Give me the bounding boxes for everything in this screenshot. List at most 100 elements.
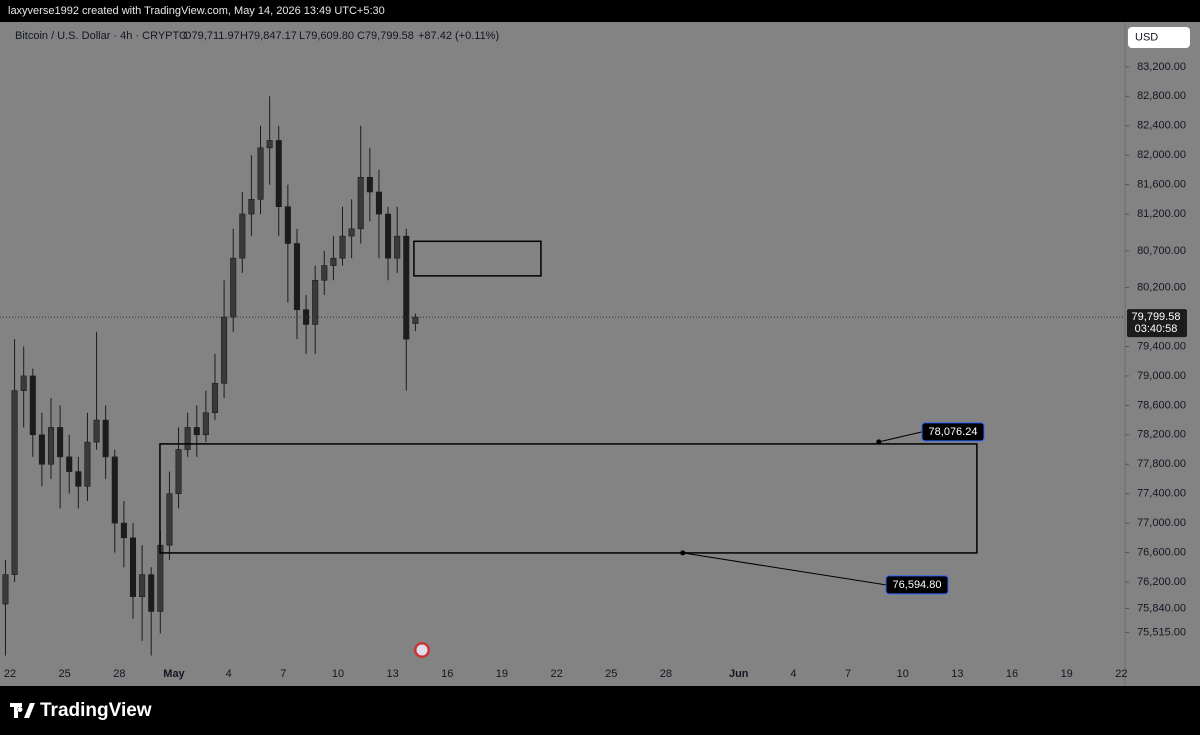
x-tick-label: 10: [897, 668, 909, 680]
candle-body: [29, 375, 36, 436]
y-tick-label: 75,515.00: [1137, 626, 1186, 638]
y-tick-label: 76,600.00: [1137, 546, 1186, 558]
countdown: 03:40:58: [1135, 323, 1178, 335]
x-tick-label: 13: [951, 668, 963, 680]
candle-body: [239, 213, 246, 259]
change: +87.42 (+0.11%): [418, 30, 499, 42]
x-tick-label: 22: [1115, 668, 1127, 680]
x-tick-label: 16: [1006, 668, 1018, 680]
x-tick-label: 4: [226, 668, 232, 680]
event-flag: [416, 644, 428, 656]
y-tick-label: 77,400.00: [1137, 488, 1186, 500]
callout-line: [682, 552, 887, 586]
price-tag: [885, 575, 949, 595]
candle-body: [66, 456, 73, 472]
x-tick-label: 7: [845, 668, 851, 680]
candle-body: [339, 235, 346, 259]
candle-body: [202, 412, 209, 436]
x-tick-label: 13: [386, 668, 398, 680]
y-tick-label: 82,800.00: [1137, 90, 1186, 102]
candle-body: [321, 265, 328, 281]
x-tick-label: 16: [441, 668, 453, 680]
x-tick-label: 19: [496, 668, 508, 680]
y-tick-label: 82,400.00: [1137, 120, 1186, 132]
y-tick-label: 81,200.00: [1137, 208, 1186, 220]
y-tick-label: 77,000.00: [1137, 517, 1186, 529]
currency-button[interactable]: [1128, 27, 1190, 48]
candle-body: [139, 574, 146, 597]
candle-body: [293, 243, 300, 311]
candle-body: [84, 441, 91, 487]
candle-body: [394, 235, 401, 259]
zone-box: [413, 240, 542, 277]
candle-body: [284, 206, 291, 244]
candle-body: [93, 419, 100, 443]
y-tick-label: 80,700.00: [1137, 245, 1186, 257]
chart-bg: [0, 22, 1200, 686]
high: H79,847.17: [240, 30, 297, 42]
candle-body: [120, 522, 127, 539]
candle-body: [102, 419, 109, 458]
candle-body: [275, 140, 282, 207]
candle-body: [148, 574, 155, 612]
x-tick-label: Jun: [729, 668, 749, 680]
x-tick-label: 22: [550, 668, 562, 680]
x-tick-label: 22: [4, 668, 16, 680]
logo-text: TradingView: [40, 700, 152, 721]
y-tick-label: 77,800.00: [1137, 458, 1186, 470]
candle-body: [129, 537, 137, 597]
candle-body: [20, 375, 27, 391]
candle-body: [230, 257, 237, 318]
y-tick-label: 78,200.00: [1137, 429, 1186, 441]
logo: TradingView: [10, 700, 152, 721]
price-tag-label: 76,594.80: [893, 579, 942, 591]
candle-body: [248, 199, 255, 215]
candle-body: [375, 191, 382, 215]
logo-icon: [10, 703, 35, 718]
currency[interactable]: USD: [1135, 31, 1158, 43]
price-tag-label: 78,076.24: [929, 426, 978, 438]
y-tick-label: 78,600.00: [1137, 399, 1186, 411]
top-bar: [0, 0, 1200, 22]
event-icon: [414, 642, 430, 658]
x-tick-label: 25: [59, 668, 71, 680]
price-tag: [921, 422, 985, 442]
legend: Bitcoin / U.S. Dollar · 4h · CRYPTO O79,…: [15, 30, 499, 42]
candle-body: [47, 427, 55, 465]
candle-body: [111, 456, 118, 524]
header: laxyverse1992 created with TradingView.c…: [8, 5, 385, 17]
candle-body: [193, 427, 200, 436]
candle-body: [184, 427, 191, 450]
x-tick-label: 4: [790, 668, 796, 680]
y-tick-label: 79,400.00: [1137, 340, 1186, 352]
candle-body: [330, 257, 337, 266]
y-tick-label: 83,200.00: [1137, 61, 1186, 73]
x-tick-label: 28: [660, 668, 672, 680]
candle-body: [75, 471, 82, 487]
candle-body: [348, 228, 355, 237]
candle-body: [221, 316, 228, 384]
y-tick-label: 81,600.00: [1137, 179, 1186, 191]
x-tick-label: May: [163, 668, 185, 680]
candle-body: [366, 176, 373, 193]
last-price-label: 79,799.58: [1132, 311, 1181, 323]
y-tick-label: 79,000.00: [1137, 370, 1186, 382]
candle-body: [266, 140, 273, 149]
candle-body: [11, 390, 18, 575]
candle-body: [166, 493, 173, 546]
candle-body: [385, 213, 392, 259]
callout-line: [878, 431, 923, 443]
x-tick-label: 10: [332, 668, 344, 680]
last-price-box: [1127, 309, 1187, 338]
x-tick-label: 25: [605, 668, 617, 680]
x-tick-label: 7: [280, 668, 286, 680]
low: L79,609.80: [299, 30, 354, 42]
close: C79,799.58: [357, 30, 414, 42]
candle-body: [57, 427, 64, 458]
x-tick-label: 28: [113, 668, 125, 680]
y-tick-label: 80,200.00: [1137, 282, 1186, 294]
candle-body: [211, 383, 219, 414]
zone-box: [159, 443, 978, 554]
y-tick-label: 76,200.00: [1137, 576, 1186, 588]
